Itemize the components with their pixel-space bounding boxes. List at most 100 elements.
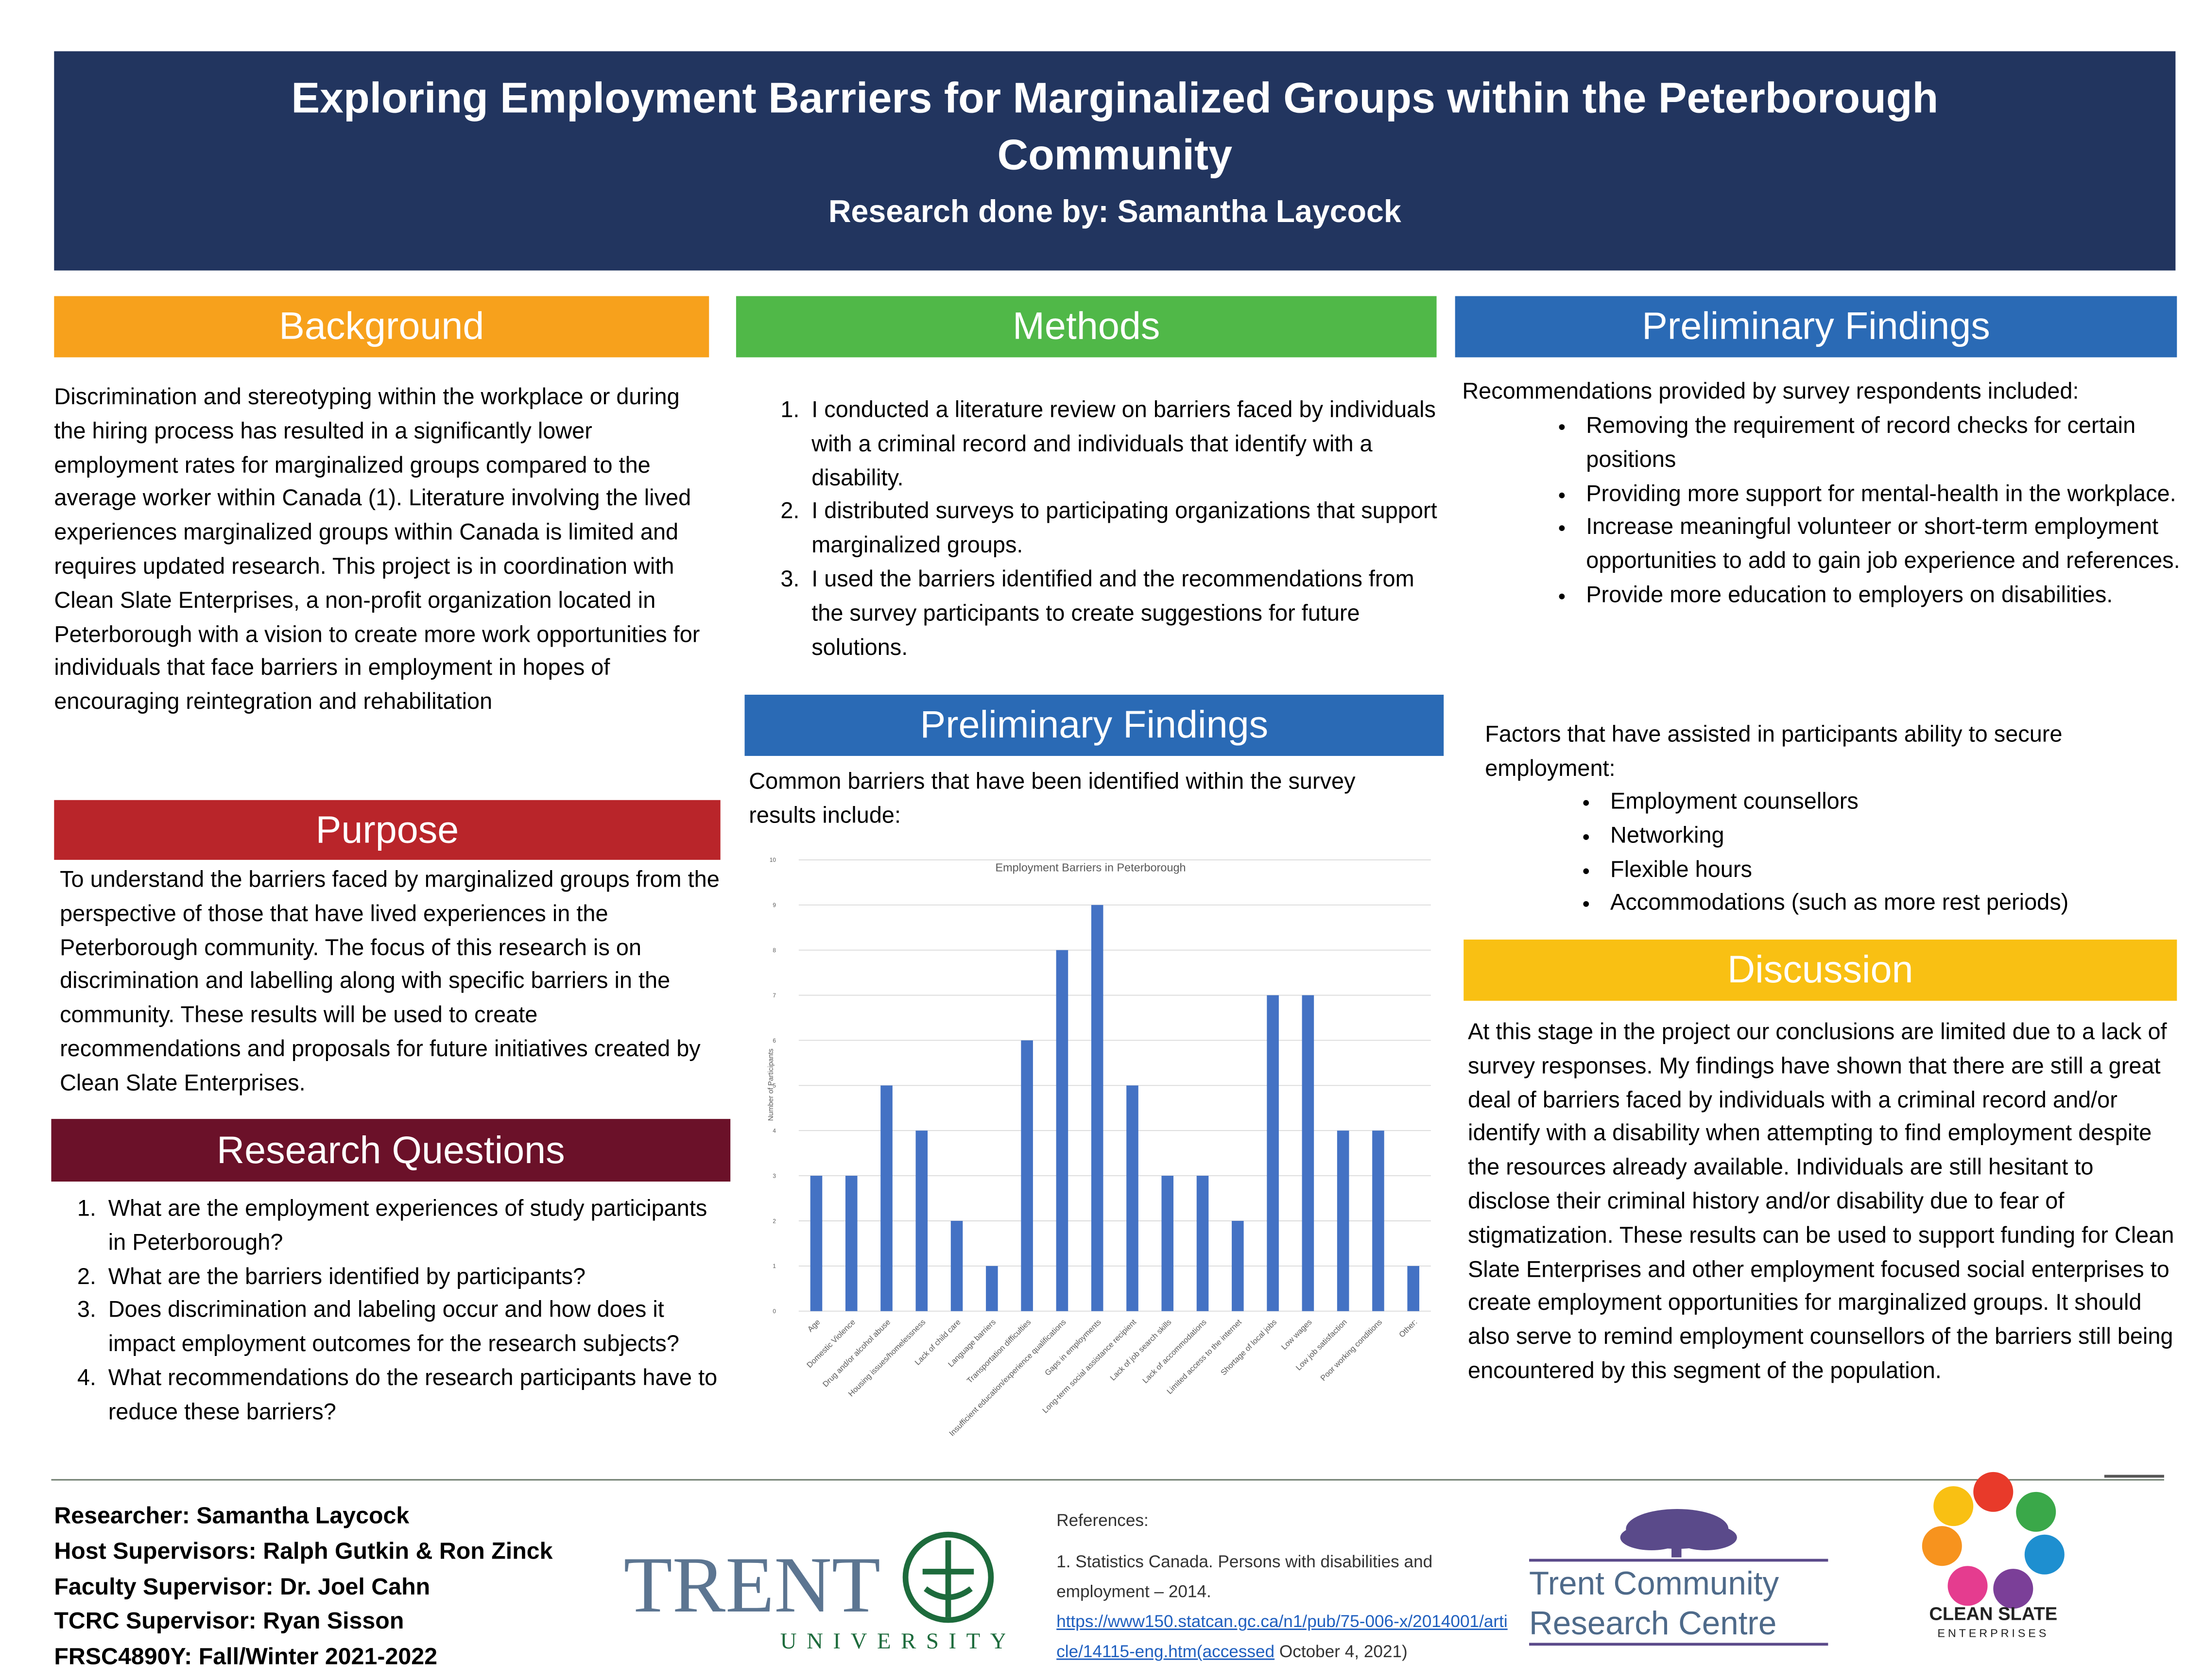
bar xyxy=(1091,905,1103,1311)
logo-text: UNIVERSITY xyxy=(780,1629,1005,1654)
x-tick-label: Limited access to the internet xyxy=(1165,1318,1243,1396)
y-tick-label: 5 xyxy=(773,1083,776,1089)
section-heading: Purpose xyxy=(54,800,721,860)
bar xyxy=(1407,1266,1419,1311)
list-item: Employment counsellors xyxy=(1604,786,2204,820)
reference-link[interactable]: https://www150.statcan.gc.ca/n1/pub/75-0… xyxy=(1056,1611,1508,1662)
section-heading: Preliminary Findings xyxy=(1455,296,2177,358)
x-tick-label: Lack of accommodations xyxy=(1141,1318,1208,1385)
section-heading: Preliminary Findings xyxy=(744,694,1444,756)
x-tick-label: Low wages xyxy=(1280,1318,1314,1352)
y-tick-label: 1 xyxy=(773,1263,776,1269)
bar xyxy=(1337,1131,1349,1311)
list-item: I used the barriers identified and the r… xyxy=(806,564,1441,665)
logo-emblem xyxy=(922,1540,974,1617)
list-item: Accommodations (such as more rest period… xyxy=(1604,888,2204,922)
background-text: Discrimination and stereotyping within t… xyxy=(54,386,700,715)
list-item: I conducted a literature review on barri… xyxy=(806,394,1441,496)
credit-line: Researcher: Samantha Laycock xyxy=(54,1503,410,1529)
bar xyxy=(1196,1176,1209,1311)
poster-subtitle: Research done by: Samantha Laycock xyxy=(828,193,1401,229)
bar xyxy=(915,1131,928,1311)
bar xyxy=(810,1176,823,1311)
purpose-text: To understand the barriers faced by marg… xyxy=(60,868,720,1096)
bar xyxy=(1056,950,1068,1311)
x-tick-label: Other: xyxy=(1397,1318,1419,1339)
x-tick-label: Drug and/or alcohol abuse xyxy=(821,1318,892,1389)
list-item: Does discrimination and labeling occur a… xyxy=(103,1295,723,1362)
logo-text: ENTERPRISES xyxy=(1937,1627,2049,1640)
logo-text: Trent Community xyxy=(1529,1565,1779,1602)
list-item: Providing more support for mental-health… xyxy=(1581,478,2204,512)
logo-emblem xyxy=(902,1531,994,1623)
y-tick-label: 10 xyxy=(770,857,776,863)
factors-intro: Factors that have assisted in participan… xyxy=(1485,723,2063,782)
bar xyxy=(986,1266,998,1311)
recommendations-list: Removing the requirement of record check… xyxy=(1532,410,2204,613)
methods-list: I conducted a literature review on barri… xyxy=(758,394,1441,666)
factors-list: Employment counsellorsNetworkingFlexible… xyxy=(1556,786,2204,921)
logo-tree xyxy=(1620,1509,1737,1558)
x-tick-label: Transportation difficulties xyxy=(965,1318,1033,1385)
credit-line: TCRC Supervisor: Ryan Sisson xyxy=(54,1609,404,1635)
bar xyxy=(1302,995,1314,1311)
references: References: 1. Statistics Canada. Person… xyxy=(1056,1506,1512,1667)
discussion-text: At this stage in the project our conclus… xyxy=(1468,1020,2174,1384)
poster-title: Exploring Employment Barriers for Margin… xyxy=(291,75,1939,180)
reference-citation: 1. Statistics Canada. Persons with disab… xyxy=(1056,1551,1433,1602)
footer-rule xyxy=(51,1479,2164,1481)
y-tick-label: 3 xyxy=(773,1173,776,1179)
y-tick-label: 7 xyxy=(773,993,776,999)
logo-text: Research Centre xyxy=(1529,1605,1776,1642)
list-item: Increase meaningful volunteer or short-t… xyxy=(1581,512,2204,579)
logo-emblem xyxy=(1922,1472,2065,1609)
bar xyxy=(845,1176,858,1311)
list-item: Removing the requirement of record check… xyxy=(1581,410,2204,478)
list-item: I distributed surveys to participating o… xyxy=(806,496,1441,564)
reference-accessed: October 4, 2021) xyxy=(1274,1641,1408,1662)
header-banner: Exploring Employment Barriers for Margin… xyxy=(54,51,2176,271)
x-tick-label: Poor working conditions xyxy=(1319,1318,1384,1383)
credits: Researcher: Samantha Laycock Host Supervi… xyxy=(54,1499,552,1676)
credit-line: FRSC4890Y: Fall/Winter 2021-2022 xyxy=(54,1644,438,1670)
section-heading: Background xyxy=(54,296,709,358)
bar xyxy=(880,1085,893,1311)
bar xyxy=(1161,1176,1174,1311)
credit-line: Host Supervisors: Ralph Gutkin & Ron Zin… xyxy=(54,1538,553,1564)
logo-text: CLEAN SLATE xyxy=(1929,1604,2057,1625)
list-item: What are the employment experiences of s… xyxy=(103,1193,723,1261)
clean-slate-logo: CLEAN SLATE ENTERPRISES xyxy=(1922,1472,2065,1640)
bar xyxy=(1267,995,1279,1311)
research-questions-list: What are the employment experiences of s… xyxy=(54,1193,723,1430)
list-item: Networking xyxy=(1604,820,2204,854)
list-item: What recommendations do the research par… xyxy=(103,1362,723,1430)
y-tick-label: 4 xyxy=(773,1128,776,1134)
trent-logo: TRENT UNIVERSITY xyxy=(623,1531,1005,1654)
rule xyxy=(2104,1474,2164,1478)
bar xyxy=(1126,1085,1138,1311)
recommendations-intro: Recommendations provided by survey respo… xyxy=(1462,380,2079,405)
y-tick-label: 0 xyxy=(773,1308,776,1315)
logo-text: TRENT xyxy=(623,1541,880,1629)
references-heading: References: xyxy=(1056,1510,1149,1530)
y-axis-label: Number of Participants xyxy=(767,1048,775,1121)
bar xyxy=(950,1220,963,1311)
y-tick-label: 2 xyxy=(773,1218,776,1224)
list-item: Provide more education to employers on d… xyxy=(1581,580,2204,614)
y-tick-label: 8 xyxy=(773,947,776,954)
tcrc-logo: Trent Community Research Centre xyxy=(1529,1509,1828,1646)
y-tick-label: 6 xyxy=(773,1038,776,1044)
section-heading: Research Questions xyxy=(51,1119,731,1182)
chart-title: Employment Barriers in Peterborough xyxy=(995,861,1186,874)
credit-line: Faculty Supervisor: Dr. Joel Cahn xyxy=(54,1574,430,1600)
section-heading: Discussion xyxy=(1464,939,2177,1001)
bar xyxy=(1372,1131,1384,1311)
bar-chart: Employment Barriers in Peterborough Numb… xyxy=(767,857,1431,1438)
bar xyxy=(1021,1040,1033,1311)
x-tick-label: Lack of job search skills xyxy=(1108,1318,1173,1382)
section-heading: Methods xyxy=(736,296,1437,358)
bar xyxy=(1232,1220,1244,1311)
list-item: Flexible hours xyxy=(1604,854,2204,888)
